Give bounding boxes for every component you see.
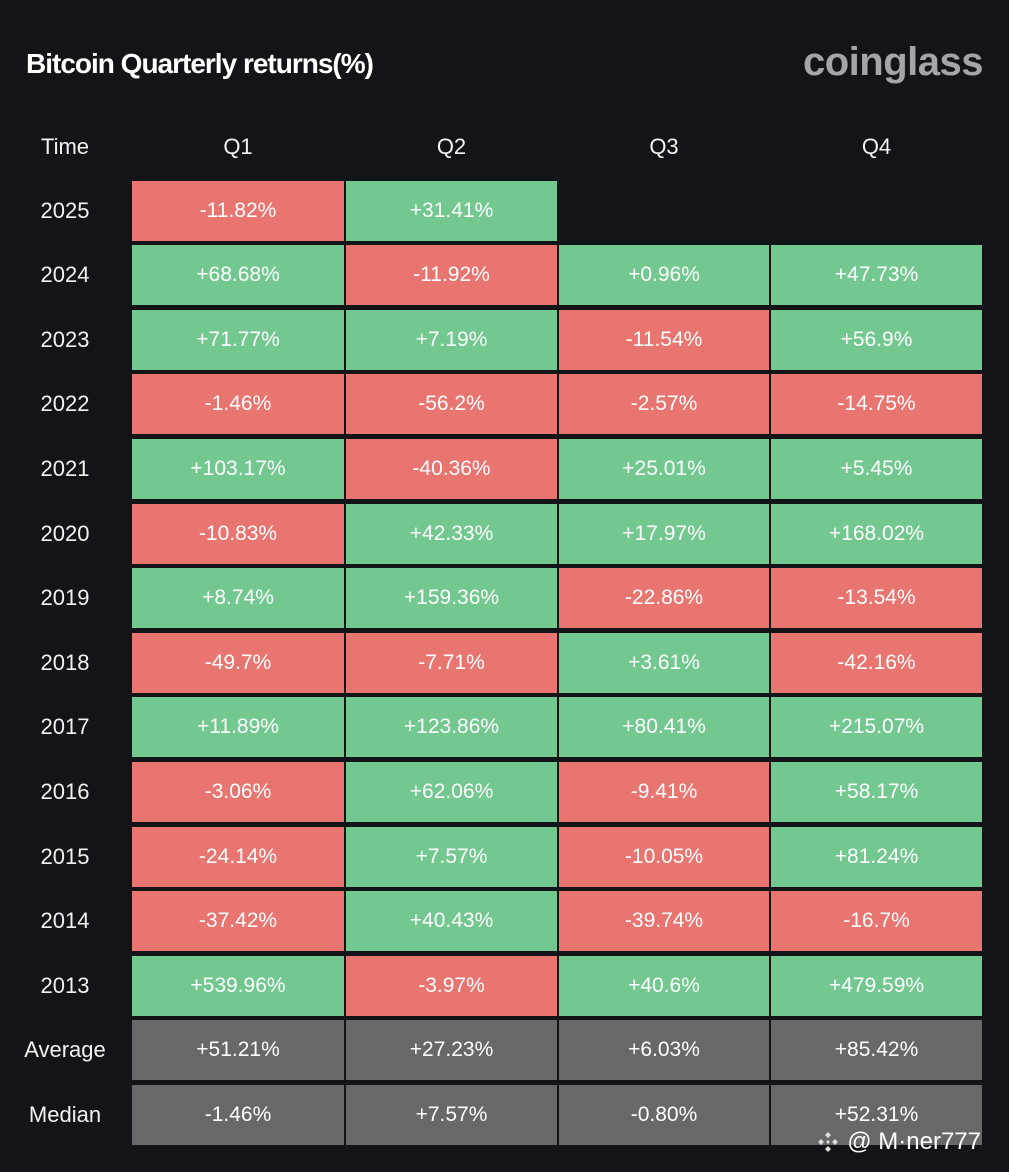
return-cell: -22.86% bbox=[559, 568, 769, 629]
return-cell: -10.83% bbox=[132, 503, 344, 564]
return-cell: +58.17% bbox=[771, 761, 982, 822]
return-cell: +42.33% bbox=[346, 503, 557, 564]
row-label: 2023 bbox=[40, 326, 90, 352]
row-label: 2020 bbox=[40, 520, 90, 546]
return-cell: -11.92% bbox=[346, 245, 557, 306]
row-label: 2013 bbox=[40, 972, 90, 998]
return-cell: -10.05% bbox=[559, 826, 769, 887]
return-cell: +479.59% bbox=[771, 955, 982, 1016]
return-cell: -13.54% bbox=[771, 568, 982, 629]
column-header: Q2 bbox=[436, 134, 467, 159]
return-cell: +51.21% bbox=[132, 1020, 344, 1081]
return-cell: +11.89% bbox=[132, 697, 344, 758]
return-cell: +3.61% bbox=[559, 632, 769, 693]
return-cell: -14.75% bbox=[771, 374, 982, 435]
column-header: Q3 bbox=[649, 134, 679, 159]
coinglass-logo: coinglass bbox=[802, 40, 984, 84]
binance-icon bbox=[818, 1132, 839, 1152]
column-header: Q4 bbox=[861, 134, 892, 159]
row-label: 2025 bbox=[40, 197, 90, 223]
return-cell: +168.02% bbox=[771, 503, 982, 564]
return-cell: +71.77% bbox=[132, 309, 344, 370]
empty-cell bbox=[559, 181, 769, 241]
return-cell: +40.43% bbox=[346, 891, 557, 952]
row-label: 2014 bbox=[40, 908, 90, 934]
return-cell: -9.41% bbox=[559, 761, 769, 822]
return-cell: +8.74% bbox=[132, 568, 344, 629]
return-cell: -1.46% bbox=[132, 374, 344, 435]
watermark-text: @ M·ner777 bbox=[847, 1128, 981, 1155]
return-cell: -3.06% bbox=[132, 761, 344, 822]
row-label: Average bbox=[24, 1037, 106, 1063]
return-cell: -11.54% bbox=[559, 309, 769, 370]
row-label: 2016 bbox=[40, 778, 90, 804]
return-cell: -42.16% bbox=[771, 632, 982, 693]
row-label: 2021 bbox=[40, 455, 90, 481]
return-cell: +80.41% bbox=[559, 697, 769, 758]
return-cell: +68.68% bbox=[132, 245, 344, 306]
row-label: 2018 bbox=[40, 649, 90, 675]
row-label: 2015 bbox=[40, 843, 90, 869]
return-cell: -2.57% bbox=[559, 374, 769, 435]
row-label: 2022 bbox=[40, 391, 90, 417]
return-cell: -3.97% bbox=[346, 955, 557, 1016]
return-cell: +7.19% bbox=[346, 309, 557, 370]
return-cell: +6.03% bbox=[559, 1020, 769, 1081]
row-label: Median bbox=[28, 1101, 102, 1127]
return-cell: +47.73% bbox=[771, 245, 982, 306]
chart-title: Bitcoin Quarterly returns(%) bbox=[26, 48, 374, 79]
row-label: 2024 bbox=[40, 262, 90, 288]
return-cell: +7.57% bbox=[346, 826, 557, 887]
return-cell: -11.82% bbox=[132, 180, 344, 241]
return-cell: +159.36% bbox=[346, 568, 557, 629]
return-cell: +81.24% bbox=[771, 826, 982, 887]
return-cell: -7.71% bbox=[346, 632, 557, 693]
return-cell: +103.17% bbox=[132, 438, 344, 499]
returns-table: Time Q1 Q2 Q3 Q4 2025 -11.82% +31.41% 2024 +68.68… bbox=[0, 118, 984, 1145]
column-header: Time bbox=[40, 134, 90, 159]
return-cell: +27.23% bbox=[346, 1020, 557, 1081]
return-cell: -24.14% bbox=[132, 826, 344, 887]
return-cell: +85.42% bbox=[771, 1020, 982, 1081]
return-cell: -0.80% bbox=[559, 1084, 769, 1145]
return-cell: +215.07% bbox=[771, 697, 982, 758]
return-cell: +56.9% bbox=[771, 309, 982, 370]
return-cell: -16.7% bbox=[771, 891, 982, 952]
return-cell: +31.41% bbox=[346, 180, 557, 241]
return-cell: -49.7% bbox=[132, 632, 344, 693]
return-cell: +25.01% bbox=[559, 438, 769, 499]
return-cell: -39.74% bbox=[559, 891, 769, 952]
column-header: Q1 bbox=[223, 134, 253, 159]
empty-cell bbox=[771, 181, 982, 241]
return-cell: +52.31% bbox=[771, 1084, 982, 1145]
return-cell: +40.6% bbox=[559, 955, 769, 1016]
return-cell: -40.36% bbox=[346, 438, 557, 499]
return-cell: +62.06% bbox=[346, 761, 557, 822]
return-cell: +539.96% bbox=[132, 955, 344, 1016]
return-cell: -37.42% bbox=[132, 891, 344, 952]
return-cell: +0.96% bbox=[559, 245, 769, 306]
row-label: 2017 bbox=[40, 714, 90, 740]
return-cell: +123.86% bbox=[346, 697, 557, 758]
watermark: @ M·ner777 bbox=[815, 1128, 981, 1156]
return-cell: +5.45% bbox=[771, 438, 982, 499]
return-cell: -1.46% bbox=[132, 1084, 344, 1145]
row-label: 2019 bbox=[40, 585, 90, 611]
return-cell: -56.2% bbox=[346, 374, 557, 435]
return-cell: +17.97% bbox=[559, 503, 769, 564]
return-cell: +7.57% bbox=[346, 1084, 557, 1145]
